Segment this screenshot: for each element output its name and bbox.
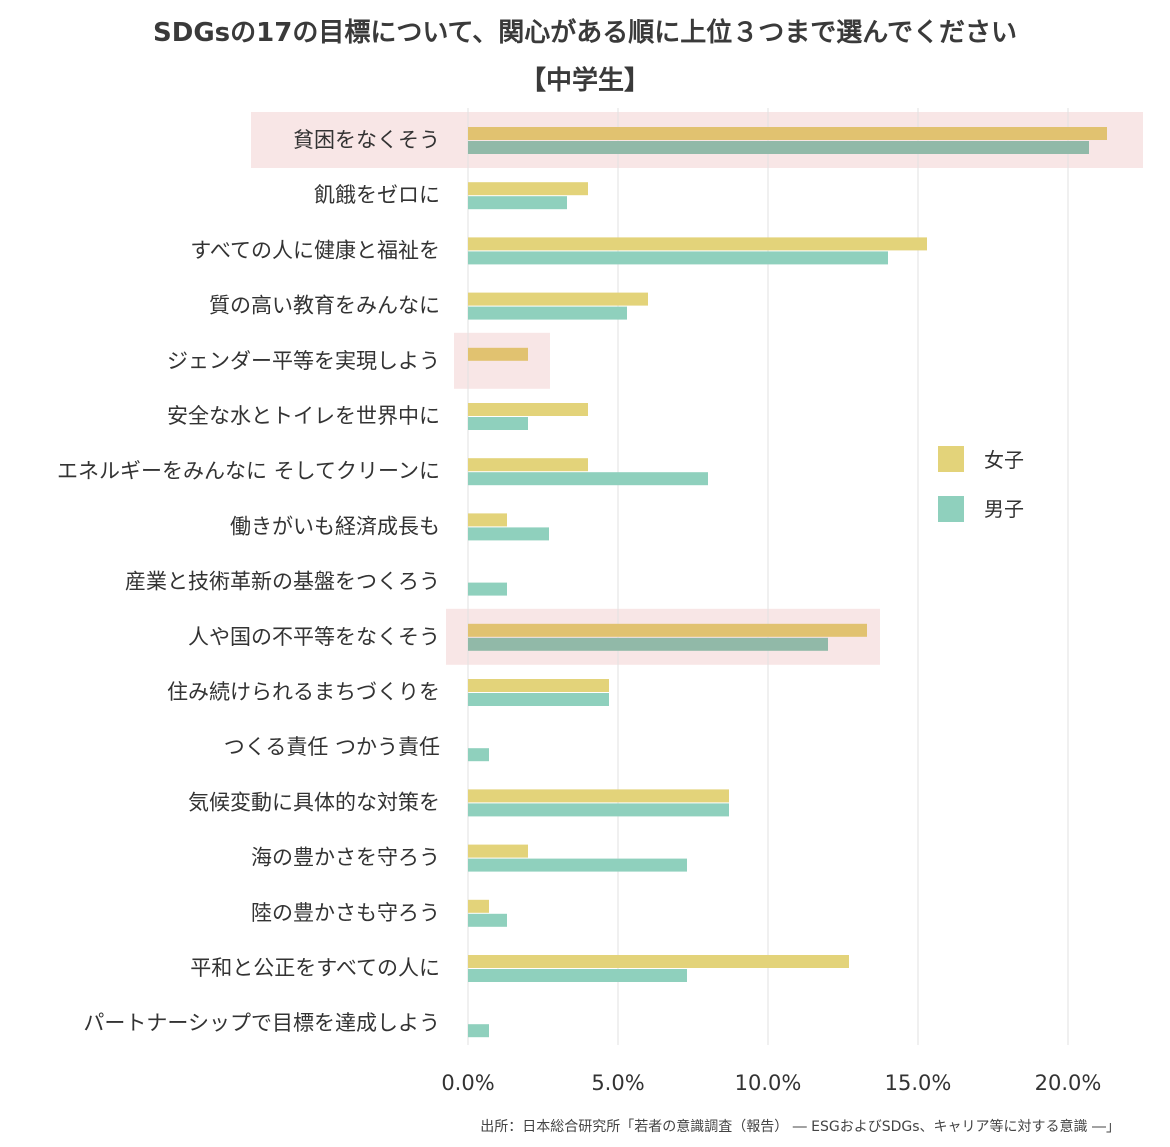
legend-swatch-female [938, 446, 964, 472]
bars-layer [468, 127, 1107, 1037]
category-label: 住み続けられるまちづくりを [167, 680, 440, 704]
bar-female [468, 458, 588, 471]
bar-male [468, 527, 549, 540]
bar-female [468, 348, 528, 361]
category-label: 人や国の不平等をなくそう [188, 625, 440, 649]
category-label: 質の高い教育をみんなに [209, 294, 440, 318]
legend-label-female: 女子 [984, 448, 1024, 472]
bar-chart: 貧困をなくそう飢餓をゼロにすべての人に健康と福祉を質の高い教育をみんなにジェンダ… [0, 0, 1170, 1110]
category-labels: 貧困をなくそう飢餓をゼロにすべての人に健康と福祉を質の高い教育をみんなにジェンダ… [57, 128, 440, 1035]
bar-male [468, 803, 729, 816]
bar-female [468, 513, 507, 526]
category-label: つくる責任 つかう責任 [224, 735, 440, 759]
bar-male [468, 307, 627, 320]
category-label: 平和と公正をすべての人に [190, 956, 440, 980]
category-label: 産業と技術革新の基盤をつくろう [125, 570, 440, 594]
category-label: パートナーシップで目標を達成しよう [83, 1011, 440, 1035]
category-label: 飢餓をゼロに [314, 183, 440, 207]
bar-male [468, 748, 489, 761]
category-label: エネルギーをみんなに そしてクリーンに [57, 459, 440, 483]
category-label: 気候変動に具体的な対策を [188, 790, 440, 814]
x-tick-label: 20.0% [1035, 1071, 1102, 1095]
legend: 女子 男子 [938, 446, 1024, 522]
category-label: 陸の豊かさも守ろう [251, 901, 440, 925]
bar-female [468, 845, 528, 858]
bar-male [468, 1024, 489, 1037]
bar-female [468, 293, 648, 306]
bar-male [468, 638, 828, 651]
x-tick-label: 15.0% [885, 1071, 952, 1095]
bar-female [468, 624, 867, 637]
category-label: 貧困をなくそう [293, 128, 440, 152]
bar-female [468, 403, 588, 416]
bar-male [468, 859, 687, 872]
bar-female [468, 955, 849, 968]
bar-male [468, 583, 507, 596]
category-label: すべての人に健康と福祉を [190, 238, 440, 262]
bar-male [468, 251, 888, 264]
category-label: 働きがいも経済成長も [230, 514, 440, 538]
x-tick-label: 10.0% [735, 1071, 802, 1095]
bar-male [468, 141, 1089, 154]
x-tick-label: 0.0% [441, 1071, 494, 1095]
bar-male [468, 914, 507, 927]
bar-male [468, 196, 567, 209]
legend-label-male: 男子 [984, 497, 1024, 521]
legend-swatch-male [938, 496, 964, 522]
bar-female [468, 679, 609, 692]
bar-male [468, 969, 687, 982]
bar-male [468, 472, 708, 485]
bar-female [468, 182, 588, 195]
source-note: 出所：日本総合研究所「若者の意識調査（報告） ― ESGおよびSDGs、キャリア… [480, 1116, 1120, 1136]
bar-male [468, 693, 609, 706]
bar-female [468, 789, 729, 802]
x-axis-tick-labels: 0.0% 5.0% 10.0% 15.0% 20.0% [441, 1071, 1101, 1095]
category-label: 安全な水とトイレを世界中に [167, 404, 440, 428]
bar-female [468, 900, 489, 913]
category-label: 海の豊かさを守ろう [251, 846, 440, 870]
bar-female [468, 127, 1107, 140]
category-label: ジェンダー平等を実現しよう [167, 349, 440, 373]
x-tick-label: 5.0% [591, 1071, 644, 1095]
bar-male [468, 417, 528, 430]
bar-female [468, 237, 927, 250]
